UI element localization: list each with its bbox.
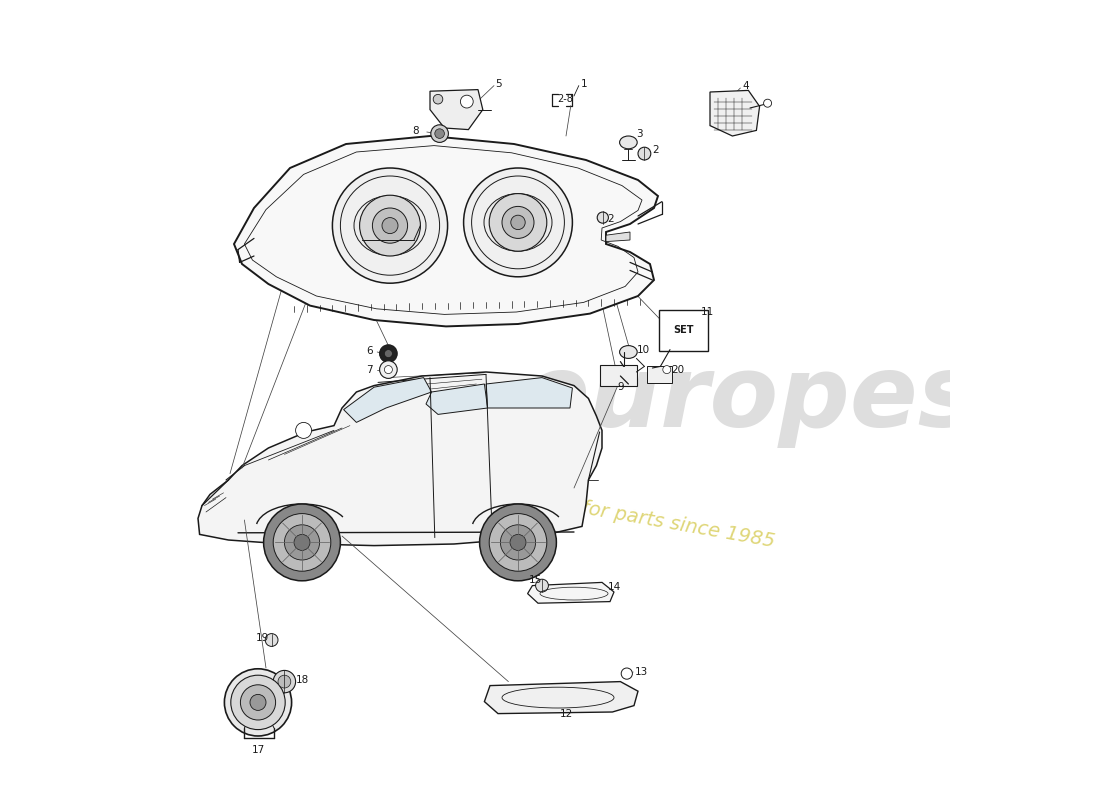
Circle shape	[500, 525, 536, 560]
Circle shape	[332, 168, 448, 283]
Text: 13: 13	[635, 667, 648, 677]
FancyBboxPatch shape	[659, 310, 708, 351]
Circle shape	[384, 366, 393, 374]
Circle shape	[285, 525, 320, 560]
Circle shape	[490, 514, 547, 571]
Text: 4: 4	[742, 82, 749, 91]
Circle shape	[231, 675, 285, 730]
Text: 6: 6	[366, 346, 373, 356]
Circle shape	[638, 147, 651, 160]
Circle shape	[480, 504, 557, 581]
Text: 12: 12	[560, 709, 573, 718]
Circle shape	[273, 514, 331, 571]
Text: 2: 2	[607, 214, 614, 224]
Circle shape	[433, 94, 443, 104]
Text: 3: 3	[637, 130, 644, 139]
Circle shape	[502, 206, 534, 238]
Text: 8: 8	[412, 126, 419, 136]
Text: 10: 10	[637, 346, 649, 355]
Circle shape	[250, 694, 266, 710]
Circle shape	[463, 168, 572, 277]
Circle shape	[273, 670, 296, 693]
Polygon shape	[426, 384, 487, 414]
Polygon shape	[343, 378, 431, 422]
Text: 2-8: 2-8	[558, 94, 573, 104]
FancyBboxPatch shape	[647, 366, 672, 383]
Circle shape	[224, 669, 292, 736]
Text: 7: 7	[366, 365, 373, 374]
Circle shape	[379, 345, 397, 362]
Text: 5: 5	[496, 79, 503, 89]
Text: 17: 17	[252, 746, 265, 755]
Circle shape	[278, 675, 290, 688]
Text: 9: 9	[617, 382, 624, 392]
Circle shape	[373, 208, 408, 243]
Circle shape	[264, 504, 340, 581]
Ellipse shape	[484, 194, 552, 251]
Circle shape	[763, 99, 771, 107]
Circle shape	[597, 212, 608, 223]
Circle shape	[294, 534, 310, 550]
Text: 14: 14	[607, 582, 620, 592]
Circle shape	[663, 366, 671, 374]
Text: europes: europes	[521, 351, 978, 449]
Text: a passion for parts since 1985: a passion for parts since 1985	[483, 481, 777, 551]
Polygon shape	[710, 90, 760, 136]
Circle shape	[296, 422, 311, 438]
Text: 18: 18	[296, 675, 309, 685]
Text: 2: 2	[652, 146, 659, 155]
Ellipse shape	[354, 196, 426, 256]
Polygon shape	[606, 232, 630, 242]
Circle shape	[379, 361, 397, 378]
Polygon shape	[430, 90, 483, 130]
Polygon shape	[484, 682, 638, 714]
Text: 19: 19	[255, 634, 268, 643]
Text: 20: 20	[672, 365, 684, 374]
Text: 15: 15	[529, 575, 542, 585]
Circle shape	[265, 634, 278, 646]
Text: 1: 1	[581, 79, 587, 89]
Circle shape	[384, 350, 393, 358]
Circle shape	[241, 685, 276, 720]
Polygon shape	[198, 372, 602, 546]
Polygon shape	[234, 136, 658, 326]
Ellipse shape	[619, 136, 637, 149]
Polygon shape	[528, 582, 614, 603]
Circle shape	[536, 579, 549, 592]
Circle shape	[431, 125, 449, 142]
Ellipse shape	[619, 346, 637, 358]
Circle shape	[510, 215, 525, 230]
Circle shape	[510, 534, 526, 550]
Circle shape	[621, 668, 632, 679]
Circle shape	[434, 129, 444, 138]
Circle shape	[382, 218, 398, 234]
Text: 11: 11	[701, 307, 714, 317]
Polygon shape	[486, 378, 572, 408]
Circle shape	[360, 195, 420, 256]
Circle shape	[490, 194, 547, 251]
Text: SET: SET	[673, 325, 694, 334]
FancyBboxPatch shape	[600, 365, 637, 386]
Circle shape	[461, 95, 473, 108]
